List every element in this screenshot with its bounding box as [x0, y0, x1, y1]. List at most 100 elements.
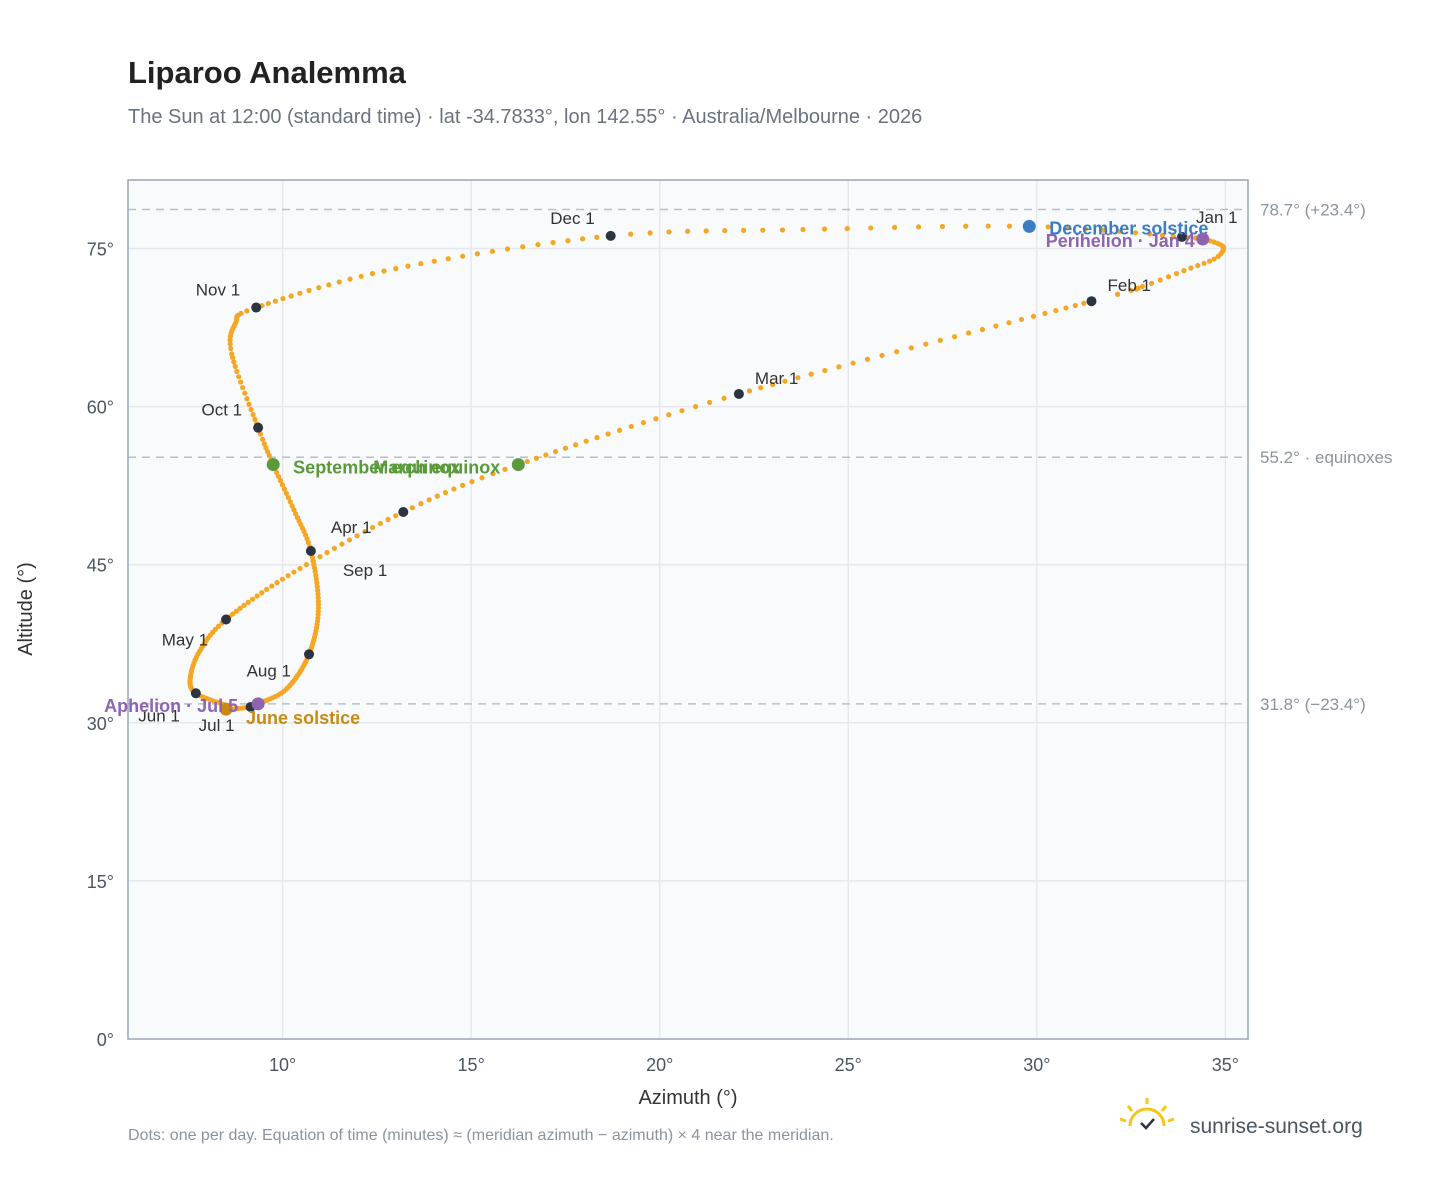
- daily-sun-dot: [393, 265, 399, 272]
- daily-sun-dot: [291, 507, 297, 513]
- daily-sun-dot: [1018, 316, 1025, 323]
- daily-sun-dot: [628, 423, 634, 430]
- daily-sun-dot: [1006, 320, 1012, 326]
- event-marker-label: March equinox: [373, 458, 500, 478]
- daily-sun-dot: [1117, 228, 1123, 235]
- daily-sun-dot: [281, 486, 288, 492]
- daily-sun-dot: [479, 475, 485, 481]
- daily-sun-dot: [985, 223, 991, 229]
- daily-sun-dot: [254, 593, 260, 599]
- daily-sun-dot: [782, 378, 788, 384]
- daily-sun-dot: [685, 228, 691, 234]
- daily-sun-dot: [274, 469, 280, 475]
- x-tick-label: 20°: [646, 1055, 673, 1075]
- daily-sun-dot: [573, 442, 579, 448]
- event-marker-label: Aphelion · Jul 5: [104, 696, 238, 716]
- daily-sun-dot: [238, 379, 244, 385]
- daily-sun-dot: [297, 290, 303, 296]
- daily-sun-dot: [993, 323, 999, 329]
- month-marker-label: Mar 1: [755, 369, 798, 388]
- daily-sun-dot: [1132, 230, 1139, 236]
- daily-sun-dot: [257, 431, 264, 437]
- daily-sun-dot: [346, 537, 353, 543]
- daily-sun-dot: [285, 573, 291, 579]
- month-marker-label: Nov 1: [196, 281, 240, 300]
- daily-sun-dot: [272, 298, 278, 304]
- y-axis-title: Altitude (°): [15, 562, 37, 656]
- daily-sun-dot: [297, 565, 303, 572]
- daily-sun-dot: [434, 493, 440, 499]
- daily-sun-dot: [583, 438, 589, 444]
- event-marker-dot: [266, 458, 280, 472]
- daily-sun-dot: [232, 363, 238, 370]
- daily-sun-dot: [979, 326, 986, 333]
- daily-sun-dot: [228, 345, 234, 352]
- daily-sun-dot: [1006, 223, 1013, 229]
- month-marker-label: Dec 1: [550, 209, 594, 228]
- daily-sun-dot: [259, 436, 266, 442]
- daily-sun-dot: [231, 359, 237, 365]
- y-tick-label: 30°: [87, 714, 114, 734]
- x-tick-label: 15°: [458, 1055, 485, 1075]
- month-marker-label: May 1: [162, 631, 208, 650]
- daily-sun-dot: [1063, 305, 1069, 311]
- daily-sun-dot: [279, 482, 286, 488]
- reference-line-label: 31.8° (−23.4°): [1260, 695, 1366, 714]
- brand-name: sunrise-sunset.org: [1190, 1115, 1363, 1138]
- daily-sun-dot: [844, 225, 850, 232]
- daily-sun-dot: [250, 412, 256, 418]
- y-tick-label: 60°: [87, 398, 114, 418]
- daily-sun-dot: [280, 296, 286, 302]
- daily-sun-dot: [240, 385, 246, 391]
- daily-sun-dot: [937, 337, 943, 343]
- daily-sun-dot: [358, 273, 364, 279]
- daily-sun-dot: [265, 300, 271, 307]
- month-marker-dot: [190, 688, 201, 699]
- daily-sun-dot: [579, 236, 586, 242]
- daily-sun-dot: [474, 251, 480, 257]
- daily-sun-dot: [821, 226, 828, 232]
- daily-sun-dot: [237, 605, 243, 611]
- daily-sun-dot: [242, 390, 248, 396]
- daily-sun-dot: [370, 524, 376, 531]
- daily-sun-dot: [1173, 270, 1180, 277]
- daily-sun-dot: [1139, 283, 1146, 290]
- daily-sun-dot: [923, 341, 929, 347]
- daily-sun-dot: [1030, 313, 1037, 319]
- month-marker-dot: [1177, 231, 1188, 242]
- daily-sun-dot: [1165, 274, 1172, 280]
- daily-sun-dot: [279, 576, 286, 582]
- daily-sun-dot: [533, 455, 540, 461]
- daily-sun-dot: [269, 583, 275, 589]
- daily-sun-dot: [381, 268, 387, 274]
- daily-sun-dot: [552, 449, 559, 455]
- event-marker-label: December solstice: [1049, 218, 1208, 238]
- daily-sun-dot: [1195, 263, 1201, 269]
- daily-sun-dot: [233, 608, 239, 614]
- daily-sun-dot: [489, 248, 495, 254]
- daily-sun-dot: [963, 223, 969, 229]
- daily-sun-dot: [460, 253, 466, 259]
- daily-sun-dot: [1211, 256, 1217, 262]
- daily-sun-dot: [1148, 280, 1155, 286]
- daily-sun-dot: [1147, 231, 1153, 237]
- month-marker-dot: [398, 507, 409, 518]
- daily-sun-dot: [1042, 310, 1048, 316]
- footnote: Dots: one per day. Equation of time (min…: [128, 1127, 834, 1144]
- event-marker-dot: [251, 697, 265, 711]
- daily-sun-dot: [263, 445, 269, 451]
- daily-sun-dot: [314, 584, 320, 590]
- grid-lines: [128, 180, 1248, 1039]
- x-tick-label: 10°: [269, 1055, 296, 1075]
- reference-line-label: 55.2° · equinoxes: [1260, 448, 1393, 467]
- daily-sun-dot: [666, 412, 672, 418]
- daily-sun-dot: [707, 399, 713, 406]
- daily-sun-dot: [261, 441, 267, 447]
- daily-sun-dot: [868, 225, 874, 231]
- daily-sun-dot: [504, 246, 511, 252]
- daily-sun-dot: [653, 416, 659, 422]
- daily-sun-dot: [916, 224, 922, 230]
- daily-sun-dot: [245, 599, 251, 605]
